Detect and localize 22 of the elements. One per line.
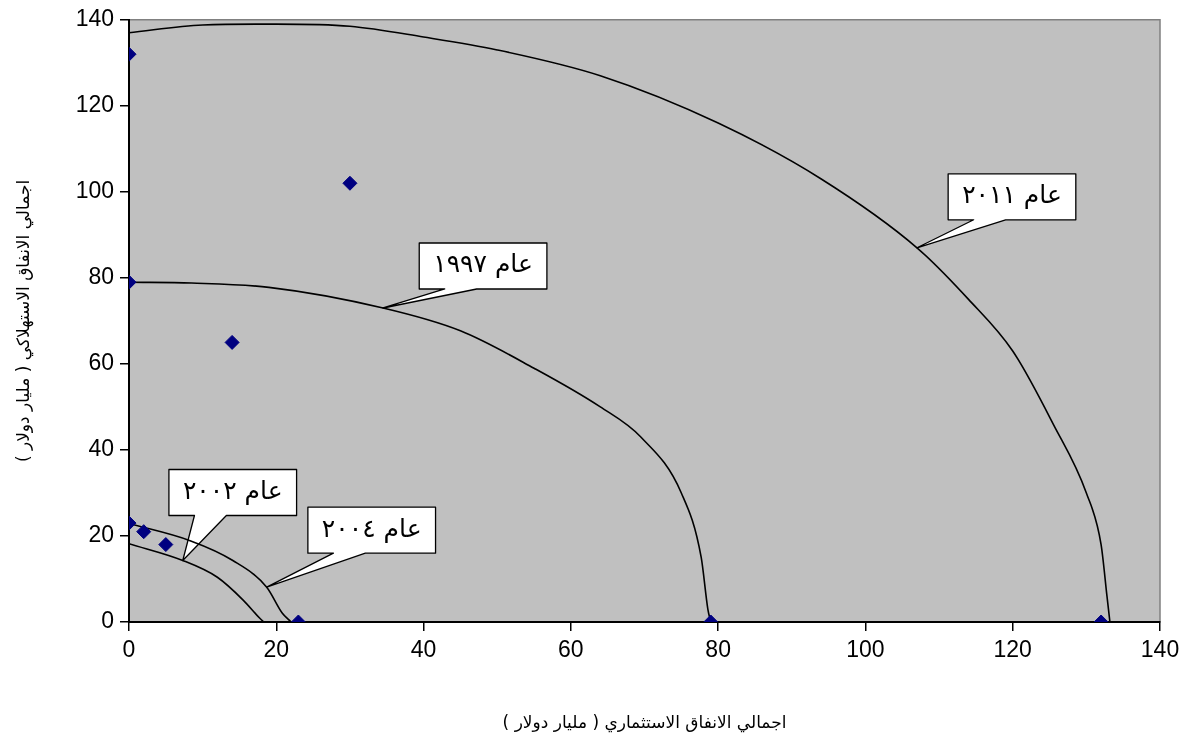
y-tick-label: 140: [75, 5, 114, 32]
y-tick-label: 20: [88, 521, 114, 548]
x-tick-label: 120: [993, 636, 1032, 663]
x-tick-label: 0: [122, 636, 136, 663]
y-tick-label: 120: [75, 91, 114, 118]
x-tick-label: 140: [1140, 636, 1180, 663]
annotation: عام ٢٠٠٤: [321, 513, 422, 543]
annotation: عام ٢٠١١: [962, 180, 1062, 210]
annotation: عام ٢٠٠٢: [182, 475, 283, 505]
x-tick-label: 100: [846, 636, 885, 663]
y-tick-label: 0: [101, 607, 114, 634]
annotation: عام ١٩٩٧: [433, 249, 533, 279]
y-axis-title: اجمالي الانفاق الاستهلاكي ( مليار دولار ): [12, 179, 34, 463]
x-tick-label: 60: [558, 636, 584, 663]
y-tick-label: 60: [88, 349, 114, 376]
x-axis-title: اجمالي الانفاق الاستثماري ( مليار دولار ): [502, 712, 787, 734]
y-tick-label: 40: [88, 435, 114, 462]
x-tick-label: 40: [410, 636, 437, 663]
y-tick-label: 100: [75, 177, 114, 204]
x-tick-label: 20: [263, 636, 290, 663]
y-tick-label: 80: [88, 263, 114, 290]
x-tick-label: 80: [705, 636, 731, 663]
